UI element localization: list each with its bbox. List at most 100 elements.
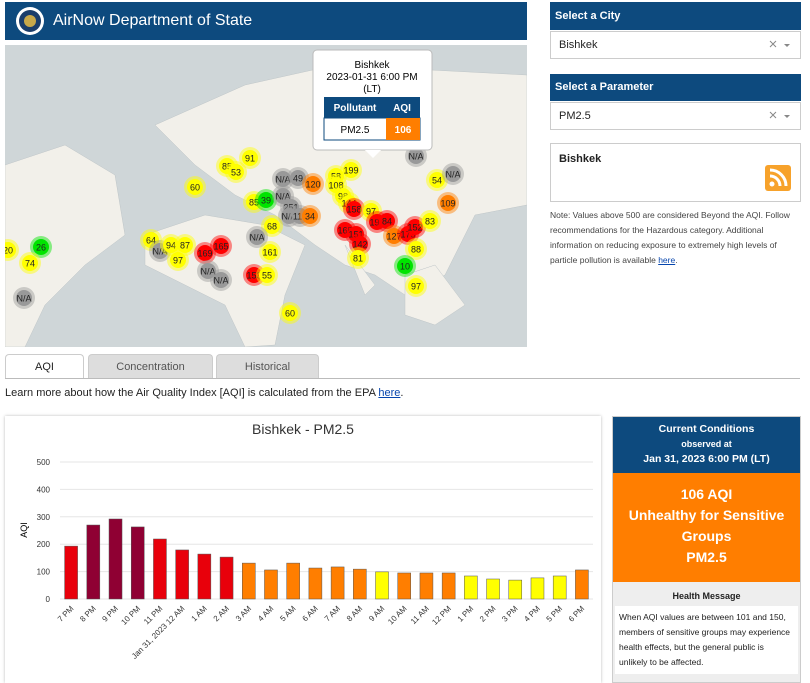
map-marker[interactable]: 120 bbox=[302, 173, 324, 195]
bar bbox=[487, 579, 500, 599]
bar bbox=[353, 569, 366, 599]
marker-label: 83 bbox=[425, 217, 435, 227]
marker-label: 88 bbox=[411, 245, 421, 255]
feed-title: Bishkek bbox=[559, 153, 601, 165]
map-marker[interactable]: 60 bbox=[184, 176, 206, 198]
marker-label: 74 bbox=[25, 259, 35, 269]
map-marker[interactable]: N/A bbox=[442, 163, 464, 185]
y-tick-label: 100 bbox=[37, 568, 51, 577]
popup-pollutant: PM2.5 bbox=[341, 125, 370, 136]
cc-pollutant: PM2.5 bbox=[617, 547, 796, 568]
note-link[interactable]: here bbox=[658, 255, 675, 265]
marker-label: 161 bbox=[262, 248, 277, 258]
bar bbox=[398, 573, 411, 599]
bar bbox=[376, 572, 389, 599]
tab[interactable]: Concentration bbox=[88, 354, 213, 378]
tab[interactable]: Historical bbox=[216, 354, 319, 378]
popup-time: 2023-01-31 6:00 PM bbox=[326, 72, 417, 83]
bar bbox=[509, 580, 522, 599]
bar bbox=[309, 568, 322, 599]
cc-aqi: 106 AQI bbox=[617, 484, 796, 505]
map-marker[interactable]: 91 bbox=[239, 147, 261, 169]
map-marker[interactable]: 81 bbox=[347, 247, 369, 269]
cc-aqi-box: 106 AQI Unhealthy for Sensitive Groups P… bbox=[613, 473, 800, 582]
marker-label: 165 bbox=[213, 242, 228, 252]
marker-label: 39 bbox=[261, 196, 271, 206]
current-conditions: Current Conditions observed at Jan 31, 2… bbox=[612, 416, 801, 683]
bar bbox=[153, 539, 166, 599]
map-marker[interactable]: 97 bbox=[405, 275, 427, 297]
marker-label: 97 bbox=[411, 282, 421, 292]
cc-health-title: Health Message bbox=[613, 582, 800, 601]
marker-label: 60 bbox=[285, 309, 295, 319]
bar bbox=[464, 576, 477, 599]
bar bbox=[531, 578, 544, 599]
marker-label: 10 bbox=[400, 262, 410, 272]
marker-label: 53 bbox=[231, 168, 241, 178]
note-end: . bbox=[675, 255, 677, 265]
marker-label: 120 bbox=[305, 180, 320, 190]
rss-icon[interactable] bbox=[765, 165, 791, 191]
chart: Bishkek - PM2.5 AQI 01002003004005007 PM… bbox=[5, 416, 601, 683]
bar bbox=[65, 546, 78, 599]
select-icons bbox=[769, 40, 795, 50]
marker-label: 49 bbox=[293, 174, 303, 184]
bar bbox=[220, 557, 233, 599]
marker-label: 68 bbox=[267, 222, 277, 232]
map-marker[interactable]: 10 bbox=[394, 255, 416, 277]
city-select[interactable]: Bishkek bbox=[550, 31, 801, 59]
bar bbox=[331, 567, 344, 599]
learn-more: Learn more about how the Air Quality Ind… bbox=[5, 387, 403, 399]
bar bbox=[131, 527, 144, 599]
bar bbox=[442, 573, 455, 599]
bar bbox=[264, 570, 277, 599]
popup-city: Bishkek bbox=[354, 60, 390, 71]
marker-label: 54 bbox=[432, 176, 442, 186]
map-marker[interactable]: 109 bbox=[437, 192, 459, 214]
bar bbox=[553, 576, 566, 599]
app-header: AirNow Department of State bbox=[5, 2, 527, 40]
bar bbox=[176, 550, 189, 599]
map-marker[interactable]: 34 bbox=[299, 205, 321, 227]
popup-tz: (LT) bbox=[363, 84, 381, 95]
popup-header: AQI bbox=[393, 103, 411, 114]
chart-title: Bishkek - PM2.5 bbox=[252, 421, 354, 437]
map-marker[interactable]: 55 bbox=[256, 264, 278, 286]
marker-label: N/A bbox=[408, 152, 423, 162]
map[interactable]: 202674N/A85539160N/A4912058108199N/A54N/… bbox=[5, 45, 527, 347]
map-marker[interactable]: N/A bbox=[246, 226, 268, 248]
marker-label: 169 bbox=[197, 249, 212, 259]
marker-label: N/A bbox=[213, 276, 228, 286]
bar bbox=[198, 554, 211, 599]
cc-category: Unhealthy for Sensitive Groups bbox=[617, 505, 796, 547]
map-marker[interactable]: 60 bbox=[279, 302, 301, 324]
map-marker[interactable]: N/A bbox=[13, 287, 35, 309]
learn-more-link[interactable]: here bbox=[378, 387, 400, 399]
y-tick-label: 400 bbox=[37, 485, 51, 494]
popup: Bishkek 2023-01-31 6:00 PM (LT) Pollutan… bbox=[313, 50, 432, 158]
map-marker[interactable]: 165 bbox=[210, 235, 232, 257]
y-tick-label: 300 bbox=[37, 513, 51, 522]
param-select[interactable]: PM2.5 bbox=[550, 102, 801, 130]
marker-label: 26 bbox=[36, 243, 46, 253]
tab-rule bbox=[5, 378, 800, 379]
bar bbox=[575, 570, 588, 599]
marker-label: 60 bbox=[190, 183, 200, 193]
seal bbox=[15, 6, 45, 36]
note: Note: Values above 500 are considered Be… bbox=[550, 208, 800, 268]
map-marker[interactable]: 83 bbox=[419, 210, 441, 232]
marker-label: 158 bbox=[346, 205, 361, 215]
map-marker[interactable]: 74 bbox=[19, 252, 41, 274]
city-select-value: Bishkek bbox=[559, 39, 598, 51]
popup-header: Pollutant bbox=[334, 103, 377, 114]
param-select-label: Select a Parameter bbox=[550, 74, 801, 101]
cc-time: Jan 31, 2023 6:00 PM (LT) bbox=[613, 452, 800, 467]
map-marker[interactable]: 199 bbox=[340, 159, 362, 181]
cc-observed: observed at bbox=[613, 437, 800, 452]
map-marker[interactable]: 97 bbox=[167, 249, 189, 271]
map-marker[interactable]: N/A bbox=[210, 269, 232, 291]
tab[interactable]: AQI bbox=[5, 354, 84, 378]
marker-label: 84 bbox=[382, 217, 392, 227]
popup-aqi: 106 bbox=[395, 125, 412, 136]
